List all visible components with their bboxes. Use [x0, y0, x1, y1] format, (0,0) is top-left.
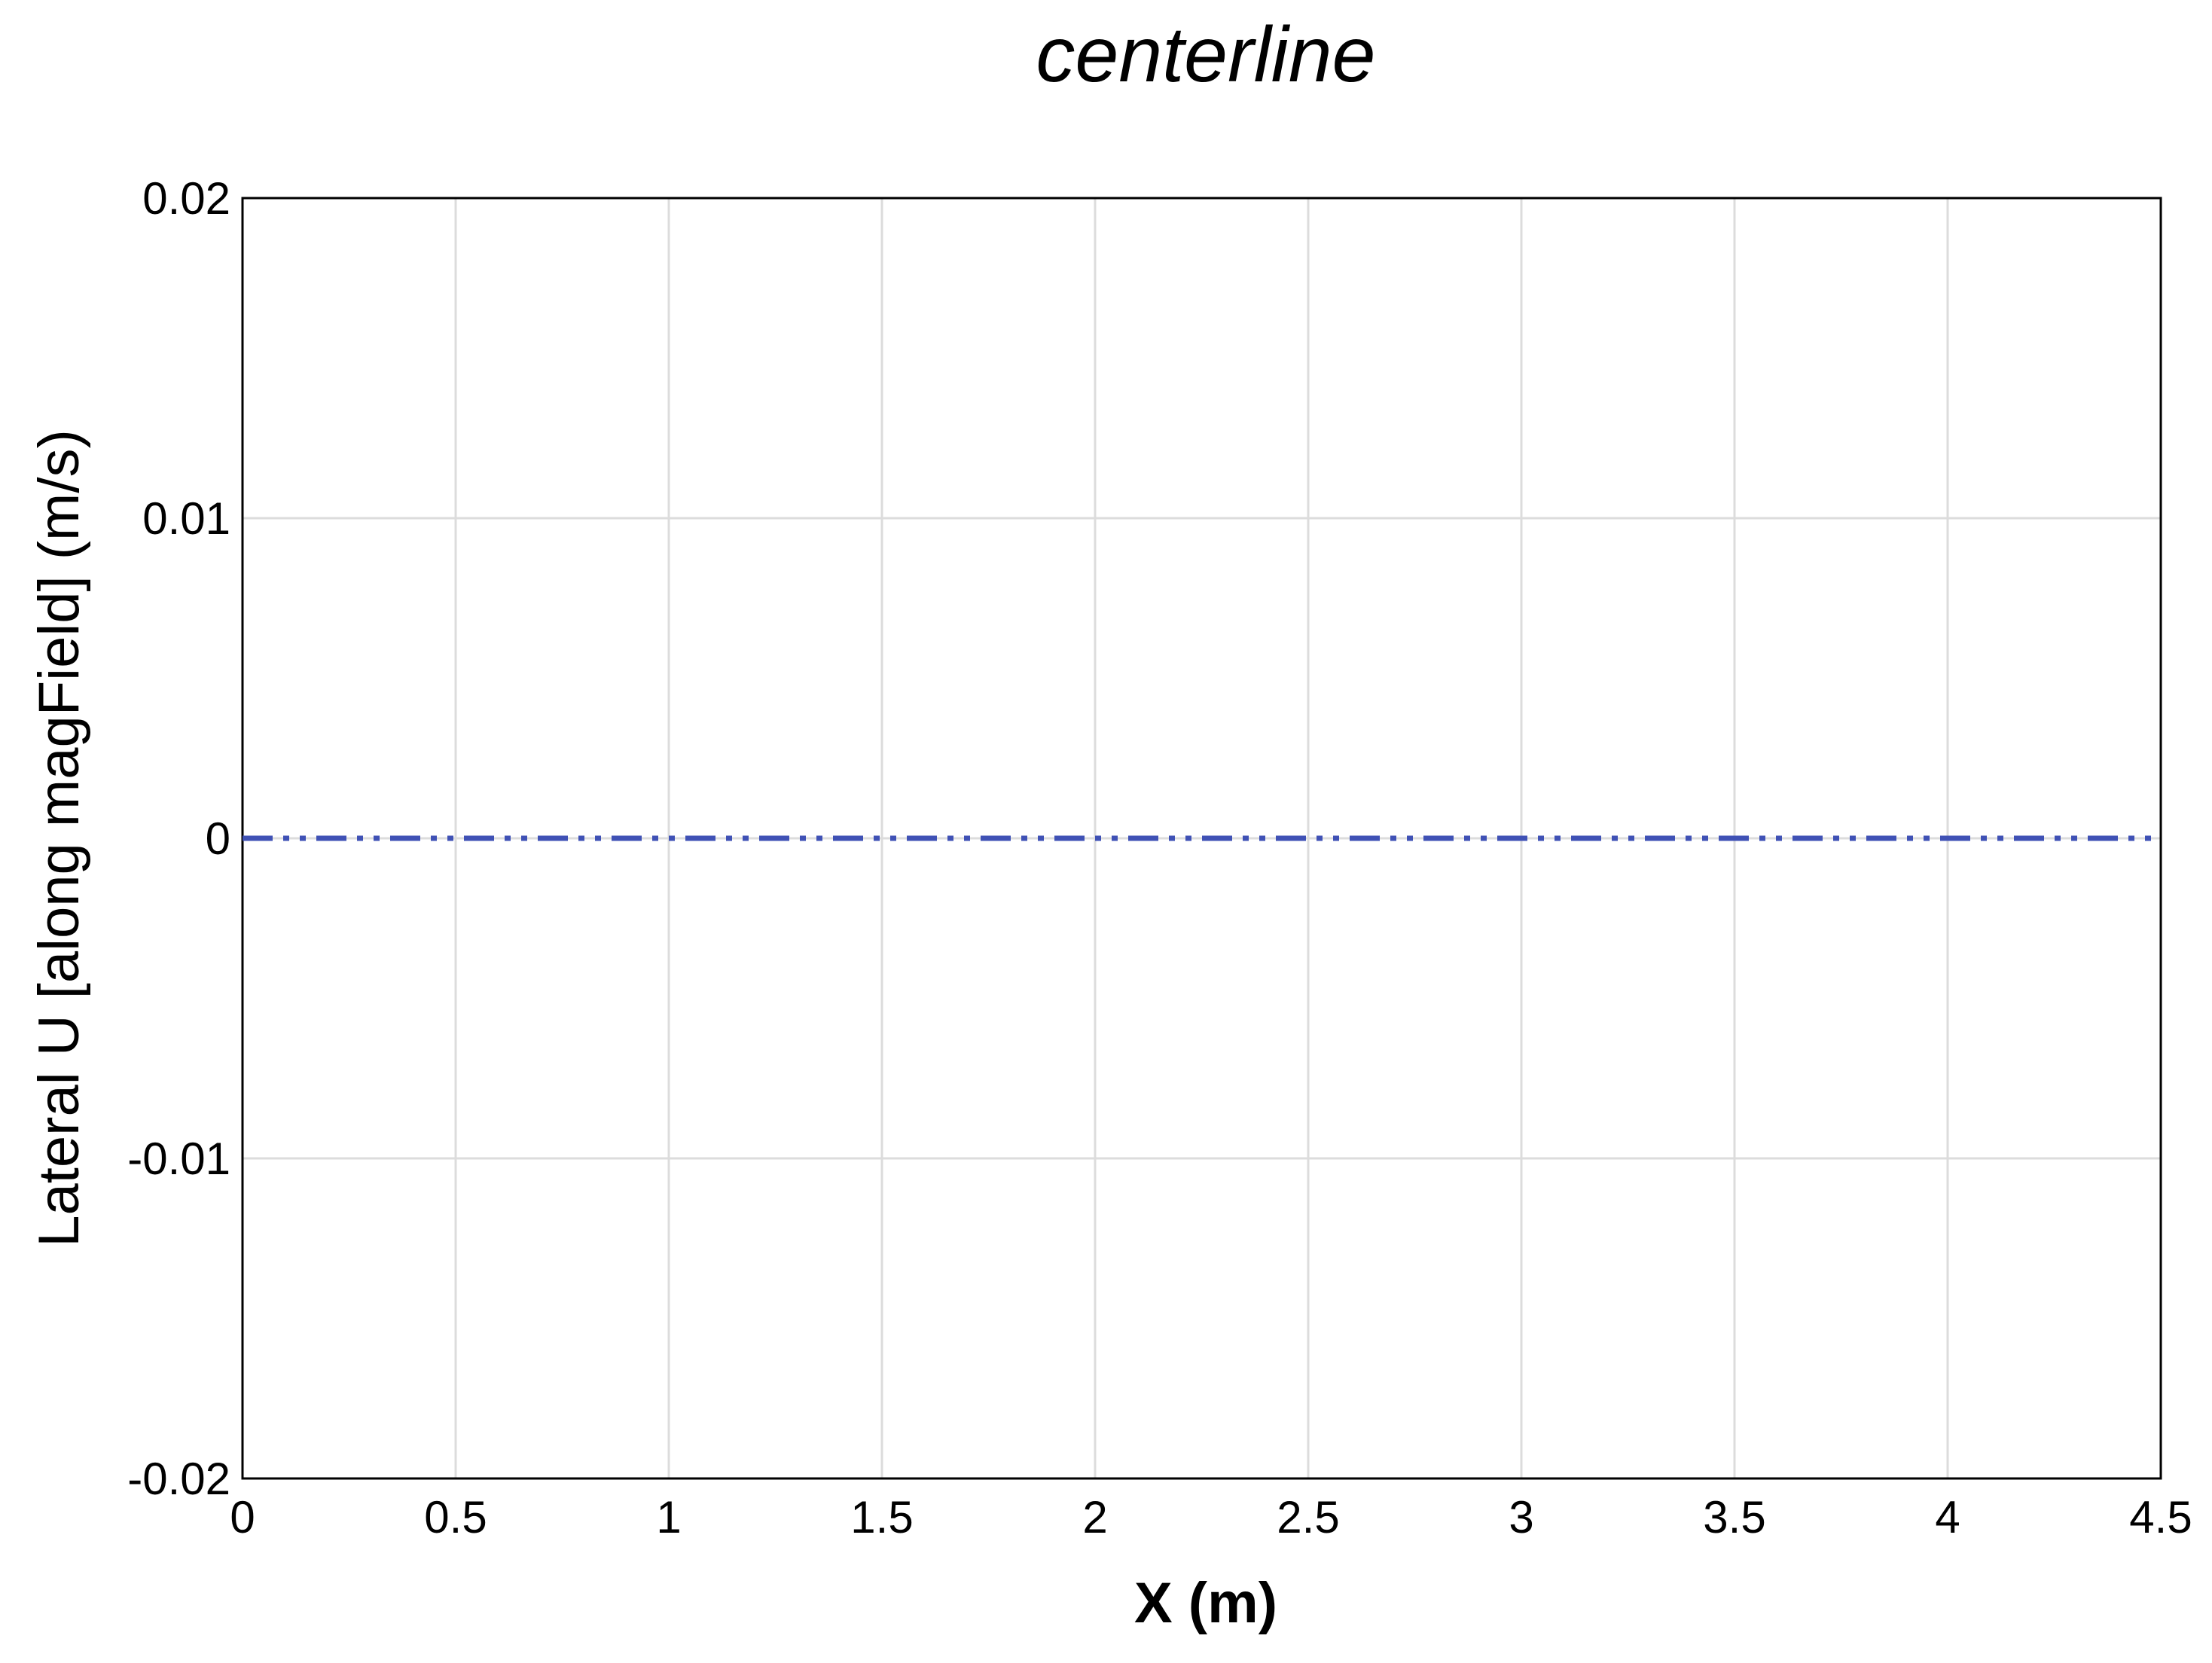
x-tick-label: 2 — [1082, 1492, 1107, 1542]
x-tick-label: 2.5 — [1277, 1492, 1339, 1542]
y-tick-label: 0 — [206, 813, 230, 864]
y-tick-label: -0.01 — [127, 1134, 230, 1184]
y-tick-label: 0.02 — [142, 173, 230, 224]
x-tick-labels: 0 0.5 1 1.5 2 2.5 3 3.5 4 4.5 — [230, 1492, 2192, 1542]
y-axis-label: Lateral U [along magField] (m/s) — [27, 429, 91, 1247]
x-tick-label: 1.5 — [850, 1492, 913, 1542]
y-tick-label: -0.02 — [127, 1454, 230, 1504]
x-tick-label: 0.5 — [424, 1492, 487, 1542]
x-tick-label: 3.5 — [1703, 1492, 1765, 1542]
x-tick-label: 4.5 — [2129, 1492, 2192, 1542]
chart-title: centerline — [1036, 11, 1376, 99]
x-tick-label: 4 — [1935, 1492, 1960, 1542]
x-tick-label: 1 — [656, 1492, 681, 1542]
x-tick-label: 3 — [1509, 1492, 1533, 1542]
y-tick-labels: -0.02 -0.01 0 0.01 0.02 — [127, 173, 230, 1504]
x-tick-label: 0 — [230, 1492, 255, 1542]
x-axis-label: X (m) — [1134, 1571, 1277, 1635]
y-tick-label: 0.01 — [142, 493, 230, 544]
